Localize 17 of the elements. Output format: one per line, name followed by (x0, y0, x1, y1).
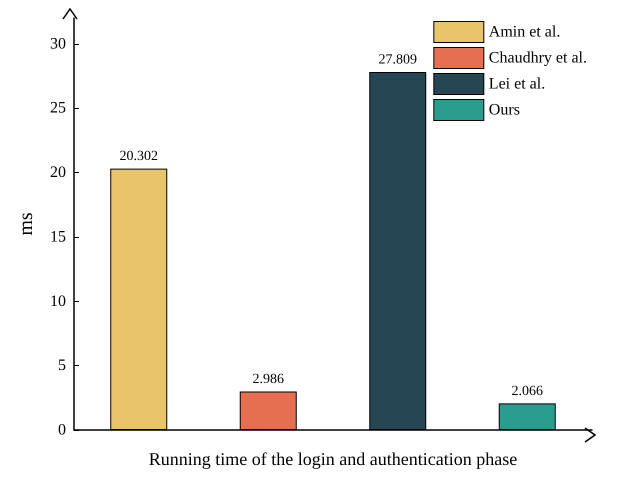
y-tick-label: 10 (50, 292, 66, 310)
y-tick-label: 20 (50, 164, 66, 181)
y-tick-label: 30 (50, 35, 66, 52)
data-label: 2.066 (512, 384, 543, 399)
legend-label: Amin et al. (488, 24, 560, 40)
data-label: 2.986 (252, 372, 284, 388)
x-axis-title: Running time of the login and authentication phase (148, 449, 518, 469)
data-label: 20.302 (120, 149, 158, 164)
legend-label: Lei et al. (488, 76, 546, 92)
data-label: 27.809 (378, 52, 417, 68)
y-axis-title: ms (15, 212, 37, 236)
y-tick-label: 25 (50, 100, 66, 117)
legend-label: Chaudhry et al. (488, 50, 588, 66)
y-tick-label: 5 (58, 357, 66, 374)
y-tick-label: 0 (58, 422, 66, 438)
y-tick-label: 15 (50, 228, 66, 246)
legend-label: Ours (488, 102, 520, 118)
